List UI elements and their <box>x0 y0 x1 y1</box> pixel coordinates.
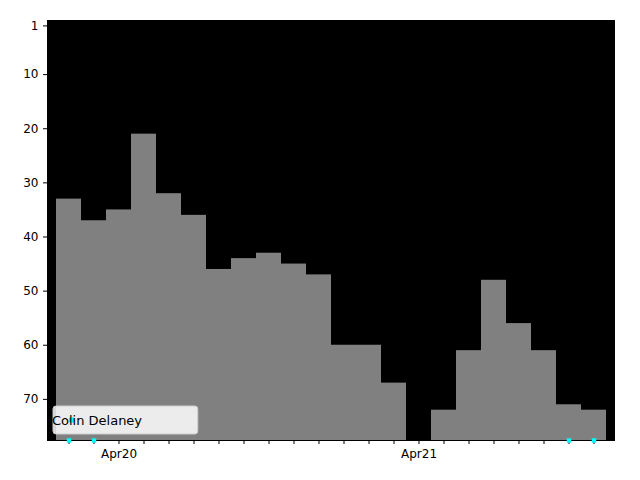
svg-text:Apr20: Apr20 <box>101 447 137 461</box>
svg-text:60: 60 <box>23 338 38 352</box>
svg-text:1: 1 <box>31 19 39 33</box>
svg-text:Colin Delaney: Colin Delaney <box>52 413 142 428</box>
svg-text:70: 70 <box>23 392 38 406</box>
svg-text:10: 10 <box>23 67 38 81</box>
svg-text:30: 30 <box>23 176 38 190</box>
svg-text:20: 20 <box>23 122 38 136</box>
svg-text:40: 40 <box>23 230 38 244</box>
svg-text:50: 50 <box>23 284 38 298</box>
svg-text:Apr21: Apr21 <box>401 447 437 461</box>
